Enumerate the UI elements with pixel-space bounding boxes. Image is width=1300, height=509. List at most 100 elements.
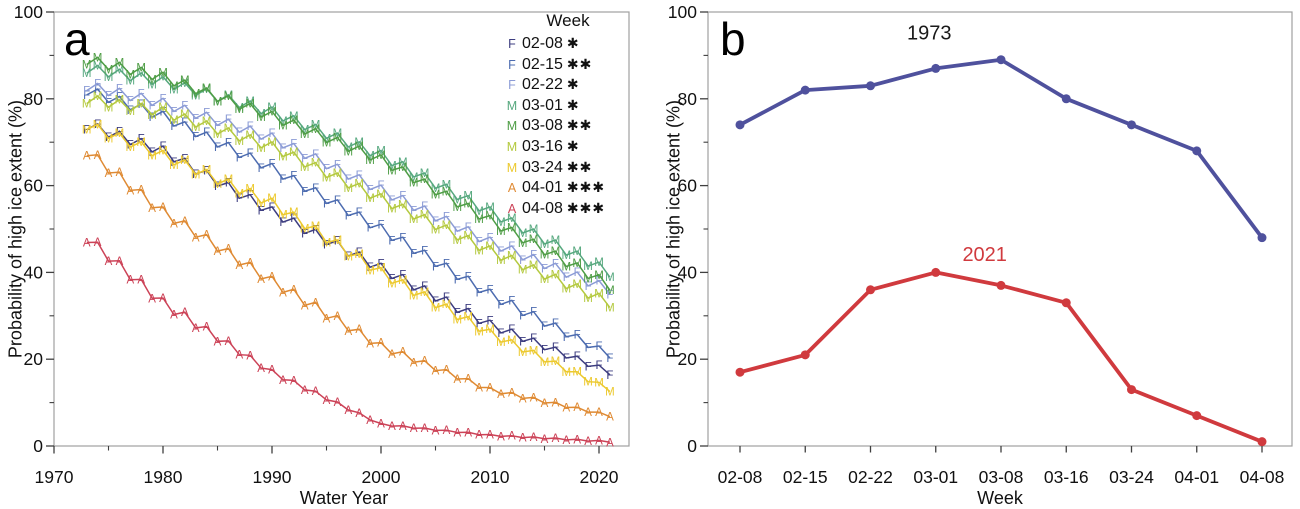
series-letter-marker: F <box>279 217 286 229</box>
series-letter-marker: F <box>105 97 112 109</box>
panel-b-plot: 0 20 40 60 80 100 02-08 02-15 02-22 03-01 03-08 03-… <box>668 2 1293 487</box>
series-letter-marker: M <box>376 189 386 201</box>
series-letter-marker: M <box>562 367 572 379</box>
series-letter-marker: F <box>214 142 221 154</box>
legend-week-label: 03-08 <box>522 117 563 135</box>
series-letter-marker: M <box>442 179 452 191</box>
series-letter-marker: F <box>497 246 504 258</box>
series-letter-marker: M <box>202 83 212 95</box>
series-letter-marker: F <box>399 270 406 282</box>
series-letter-marker: M <box>387 278 397 290</box>
series-letter-marker: F <box>388 195 395 207</box>
series-letter-marker: M <box>333 235 343 247</box>
series-letter-marker: F <box>290 213 297 225</box>
panel-a-series-04-08: A AA AA AA AA AA AA AA AA AA AA AA AA AA A A A A A A A A A A A A A… <box>83 237 614 449</box>
data-point <box>1192 146 1202 156</box>
series-letter-marker: A <box>105 168 113 180</box>
series-letter-marker: F <box>367 223 374 235</box>
series-letter-marker: A <box>301 300 309 312</box>
series-letter-marker: F <box>127 140 134 152</box>
series-letter-marker: A <box>279 375 287 387</box>
series-letter-marker: F <box>159 93 166 105</box>
series-letter-marker: F <box>388 274 395 286</box>
series-letter-marker: F <box>138 88 145 100</box>
series-letter-marker: M <box>507 250 517 262</box>
series-letter-marker: M <box>398 275 408 287</box>
series-letter-marker: M <box>333 128 343 140</box>
series-letter-marker: F <box>301 228 308 240</box>
series-letter-marker: M <box>311 158 321 170</box>
series-letter-marker: M <box>278 120 288 132</box>
series-letter-marker: M <box>311 221 321 233</box>
series-letter-marker: M <box>376 145 386 157</box>
series-letter-marker: A <box>584 436 592 448</box>
series-letter-marker: F <box>301 153 308 165</box>
series-letter-marker: M <box>420 287 430 299</box>
series-letter-marker: M <box>551 235 561 247</box>
series-letter-marker: F <box>377 180 384 192</box>
series-letter-marker: M <box>126 76 136 88</box>
series-letter-marker: F <box>367 262 374 274</box>
series-letter-marker: A <box>148 203 156 215</box>
series-letter-marker: M <box>191 90 201 102</box>
series-letter-marker: F <box>585 281 592 293</box>
series-letter-marker: M <box>562 284 572 296</box>
data-point <box>1257 233 1267 243</box>
series-letter-marker: M <box>463 312 473 324</box>
data-point <box>866 81 875 91</box>
series-letter-marker: A <box>214 336 222 348</box>
series-letter-marker: F <box>377 219 384 231</box>
series-letter-marker: F <box>83 90 90 102</box>
series-letter-marker: A <box>486 430 494 442</box>
series-letter-marker: A <box>464 374 472 386</box>
series-letter-marker: M <box>398 162 408 174</box>
series-letter-marker: A <box>399 347 407 359</box>
series-letter-marker: M <box>507 335 517 347</box>
significance-stars: ✱✱✱ <box>566 180 606 197</box>
series-letter-marker: A <box>192 232 200 244</box>
series-letter-marker: A <box>443 425 451 437</box>
series-letter-marker: A <box>562 435 570 447</box>
series-letter-marker: M <box>344 146 354 158</box>
series-letter-marker: M <box>245 96 255 108</box>
series-letter-marker: M <box>136 98 146 110</box>
series-letter-marker: F <box>432 296 439 308</box>
series-letter-marker: A <box>366 338 374 350</box>
series-letter-marker: M <box>463 191 473 203</box>
series-letter-marker: M <box>278 116 288 128</box>
series-letter-marker: F <box>279 174 286 186</box>
series-letter-marker: M <box>540 357 550 369</box>
series-letter-marker: F <box>116 92 123 104</box>
series-letter-marker: M <box>453 202 463 214</box>
series-letter-marker: M <box>572 246 582 258</box>
series-letter-marker: M <box>551 269 561 281</box>
series-letter-marker: M <box>104 64 114 76</box>
series-letter-marker: F <box>552 342 559 354</box>
series-letter-marker: M <box>82 125 92 137</box>
series-letter-marker: F <box>225 114 232 126</box>
series-letter-marker: M <box>115 64 125 76</box>
series-letter-marker: A <box>94 237 102 249</box>
legend-week-label: 04-08 <box>522 199 563 217</box>
series-letter-marker: F <box>247 121 254 133</box>
series-letter-marker: M <box>344 142 354 154</box>
series-line <box>86 88 611 359</box>
series-letter-marker: M <box>235 136 245 148</box>
series-letter-marker: M <box>213 179 223 191</box>
significance-stars: ✱✱ <box>566 118 593 135</box>
series-letter-marker: M <box>126 69 136 81</box>
series-letter-marker: A <box>606 412 614 424</box>
series-letter-marker: F <box>181 100 188 112</box>
series-letter-marker: A <box>388 349 396 361</box>
series-letter-marker: M <box>180 109 190 121</box>
series-letter-marker: M <box>158 72 168 84</box>
series-letter-marker: F <box>279 143 286 155</box>
series-letter-marker: F <box>334 159 341 171</box>
series-year-label: 1973 <box>907 23 952 45</box>
legend-item-03-08: M 03-08 ✱✱ <box>505 117 631 138</box>
series-letter-marker: A <box>377 419 385 431</box>
x-tick-label: 03-24 <box>1109 467 1154 487</box>
x-tick-label: 2000 <box>362 467 401 487</box>
legend-marker-letter: F <box>508 78 516 93</box>
